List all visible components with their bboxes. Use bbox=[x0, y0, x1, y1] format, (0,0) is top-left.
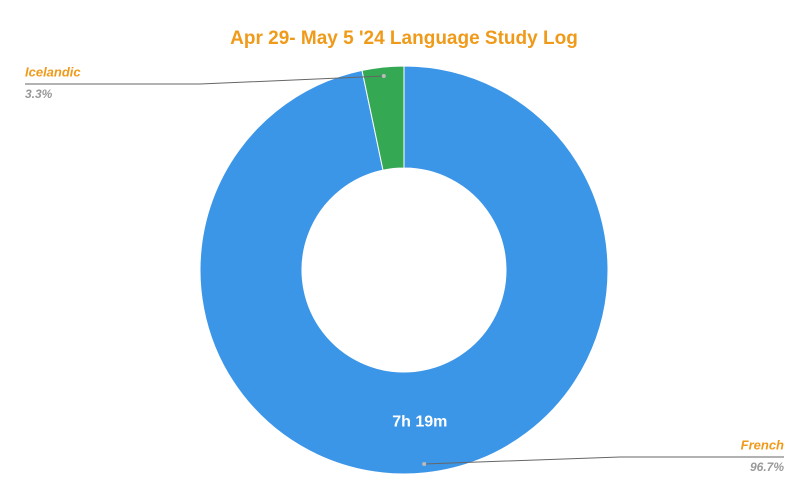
leader-dot bbox=[422, 461, 427, 466]
percent-label: 3.3% bbox=[25, 87, 53, 101]
legend-label: Icelandic bbox=[25, 64, 81, 79]
chart-title: Apr 29- May 5 '24 Language Study Log bbox=[230, 28, 578, 49]
legend-label: French bbox=[741, 437, 784, 452]
leader-line bbox=[25, 75, 384, 85]
percent-label: 96.7% bbox=[750, 460, 784, 474]
leader-dot bbox=[381, 74, 386, 79]
leader-line bbox=[424, 456, 784, 465]
slice bbox=[361, 65, 405, 171]
slice bbox=[199, 65, 609, 475]
slice-label: 7h 19m bbox=[392, 413, 447, 430]
